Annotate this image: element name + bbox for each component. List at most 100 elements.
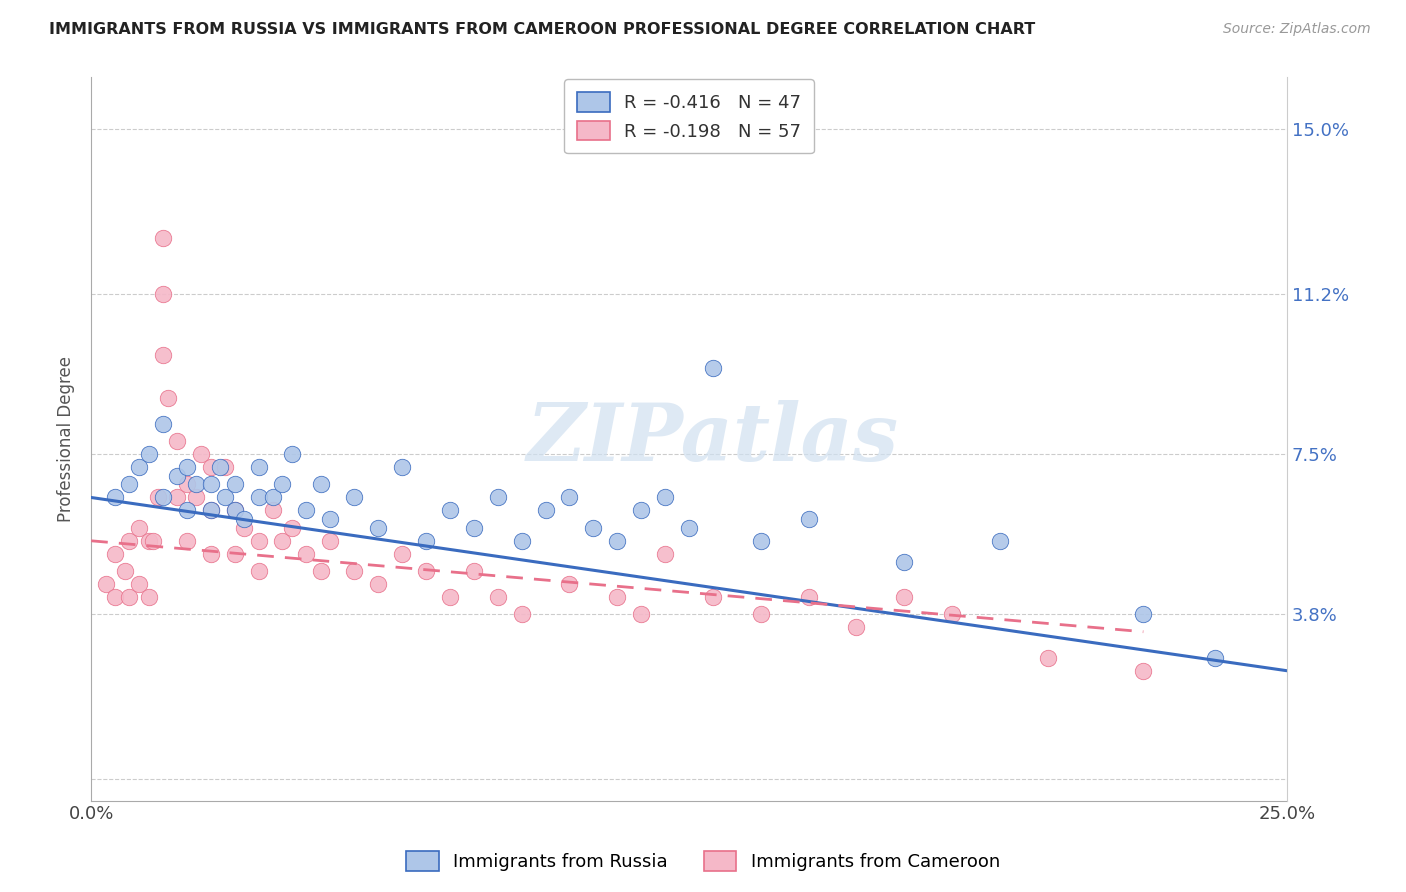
Point (319, 533, 342, 548)
Point (1036, 650, 1059, 665)
Point (1204, 650, 1226, 665)
Point (233, 521, 256, 535)
Point (510, 533, 533, 548)
Point (118, 477, 141, 491)
Point (678, 521, 700, 535)
Point (224, 477, 246, 491)
Point (630, 607, 652, 622)
Point (262, 491, 284, 505)
Point (845, 620, 868, 634)
Point (152, 348, 174, 362)
Point (190, 447, 212, 461)
Point (271, 477, 294, 491)
Point (510, 607, 533, 622)
Point (214, 460, 236, 475)
Point (367, 577, 389, 591)
Point (439, 503, 461, 517)
Point (200, 477, 222, 491)
Point (94, 577, 117, 591)
Point (486, 590, 509, 604)
Point (582, 521, 605, 535)
Point (118, 590, 141, 604)
Point (319, 512, 342, 526)
Point (200, 503, 222, 517)
Point (463, 521, 485, 535)
Point (128, 521, 150, 535)
Point (224, 503, 246, 517)
Point (654, 547, 676, 561)
Point (247, 564, 270, 578)
Point (200, 503, 222, 517)
Point (128, 460, 150, 475)
Point (176, 503, 198, 517)
Legend: Immigrants from Russia, Immigrants from Cameroon: Immigrants from Russia, Immigrants from … (399, 844, 1007, 879)
Point (114, 564, 136, 578)
Point (142, 533, 165, 548)
Point (128, 577, 150, 591)
Point (558, 577, 581, 591)
Point (224, 547, 246, 561)
Point (295, 547, 318, 561)
Point (262, 503, 284, 517)
Point (654, 491, 676, 505)
Point (146, 491, 169, 505)
Point (893, 556, 915, 570)
Point (166, 434, 188, 449)
Point (271, 533, 294, 548)
Point (1132, 664, 1154, 678)
Point (156, 391, 179, 405)
Point (988, 533, 1011, 548)
Point (415, 564, 437, 578)
Point (104, 491, 127, 505)
Text: IMMIGRANTS FROM RUSSIA VS IMMIGRANTS FROM CAMEROON PROFESSIONAL DEGREE CORRELATI: IMMIGRANTS FROM RUSSIA VS IMMIGRANTS FRO… (49, 22, 1035, 37)
Legend: R = -0.416   N = 47, R = -0.198   N = 57: R = -0.416 N = 47, R = -0.198 N = 57 (564, 79, 814, 153)
Point (176, 477, 198, 491)
Point (606, 590, 628, 604)
Point (281, 447, 304, 461)
Point (166, 491, 188, 505)
Point (534, 503, 557, 517)
Text: ZIPatlas: ZIPatlas (527, 401, 898, 478)
Point (104, 590, 127, 604)
Point (893, 590, 915, 604)
Point (367, 521, 389, 535)
Point (309, 564, 332, 578)
Point (295, 503, 318, 517)
Point (309, 477, 332, 491)
Point (104, 547, 127, 561)
Point (247, 533, 270, 548)
Point (138, 533, 160, 548)
Point (1132, 607, 1154, 622)
Point (176, 460, 198, 475)
Point (797, 590, 820, 604)
Point (209, 460, 232, 475)
Point (343, 491, 366, 505)
Point (702, 590, 724, 604)
Point (152, 417, 174, 431)
Point (702, 360, 724, 375)
Point (138, 590, 160, 604)
Point (138, 447, 160, 461)
Point (152, 287, 174, 301)
Point (343, 564, 366, 578)
Point (200, 547, 222, 561)
Point (152, 230, 174, 244)
Point (247, 460, 270, 475)
Point (176, 533, 198, 548)
Point (797, 512, 820, 526)
Point (224, 503, 246, 517)
Point (186, 477, 208, 491)
Point (749, 607, 772, 622)
Point (941, 607, 963, 622)
Point (486, 491, 509, 505)
Point (214, 491, 236, 505)
Point (749, 533, 772, 548)
Point (186, 491, 208, 505)
Point (152, 491, 174, 505)
Point (391, 460, 413, 475)
Point (233, 512, 256, 526)
Text: Source: ZipAtlas.com: Source: ZipAtlas.com (1223, 22, 1371, 37)
Point (630, 503, 652, 517)
Point (391, 547, 413, 561)
Point (606, 533, 628, 548)
